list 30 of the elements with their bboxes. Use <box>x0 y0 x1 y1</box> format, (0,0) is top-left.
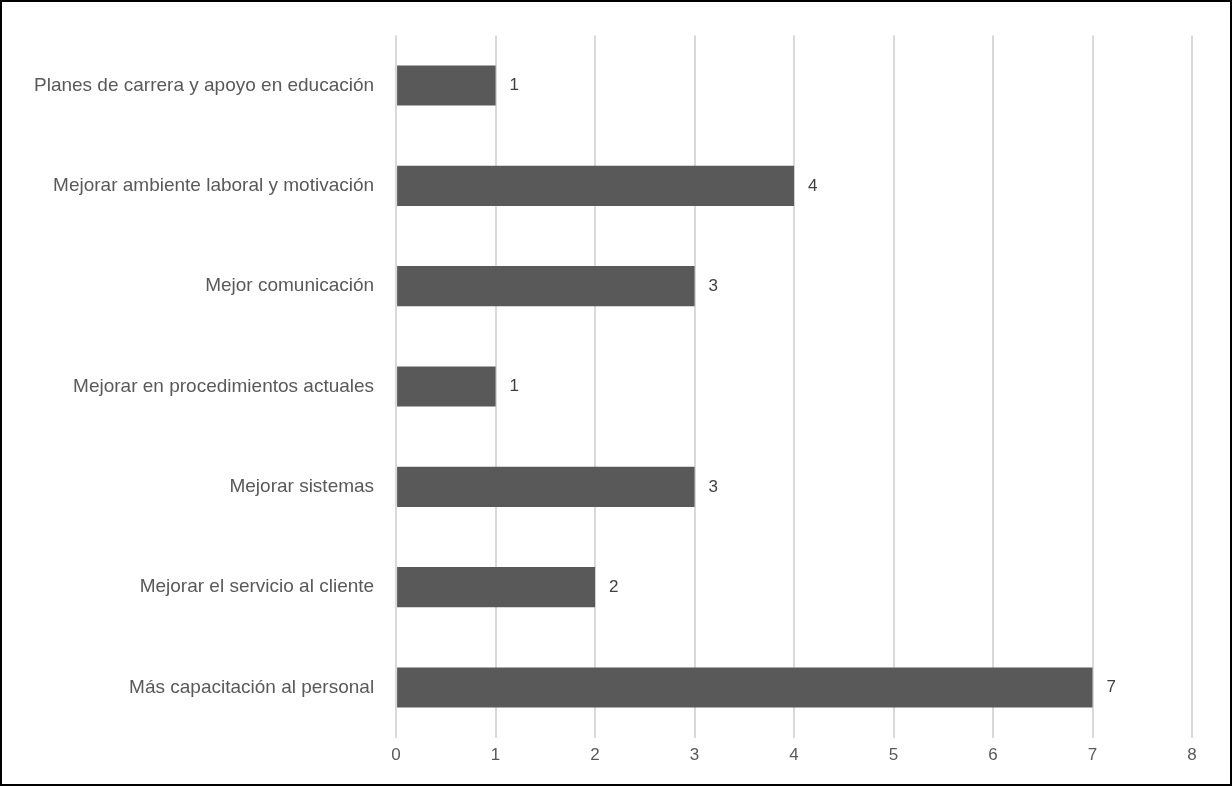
x-tick-label: 0 <box>391 745 401 765</box>
y-tick-label: Mejorar sistemas <box>229 475 375 497</box>
y-tick-label: Planes de carrera y apoyo en educación <box>34 73 375 95</box>
data-label: 1 <box>509 75 520 95</box>
bar <box>397 65 496 106</box>
data-label: 3 <box>708 275 719 295</box>
x-tick-label: 4 <box>789 745 799 765</box>
bar <box>397 266 695 307</box>
y-tick-label: Mejorar en procedimientos actuales <box>73 374 375 396</box>
y-tick-label: Más capacitación al personal <box>129 675 375 697</box>
data-label: 1 <box>509 376 520 396</box>
bar <box>397 567 596 608</box>
bar <box>397 466 695 507</box>
x-tick-label: 7 <box>1087 745 1098 765</box>
data-label: 7 <box>1106 677 1116 697</box>
x-tick-label: 8 <box>1187 745 1197 765</box>
x-tick-label: 1 <box>490 745 501 765</box>
y-tick-label: Mejorar ambiente laboral y motivación <box>53 174 375 196</box>
x-tick-label: 6 <box>988 745 998 765</box>
y-tick-label: Mejorar el servicio al cliente <box>139 575 375 597</box>
data-label: 4 <box>808 175 818 195</box>
y-tick-label: Mejor comunicación <box>205 274 375 296</box>
bar <box>397 366 496 407</box>
x-tick-label: 3 <box>689 745 700 765</box>
data-label: 2 <box>609 576 619 596</box>
bar <box>397 667 1093 708</box>
x-tick-label: 2 <box>590 745 600 765</box>
bar <box>397 165 795 206</box>
x-tick-label: 5 <box>888 745 899 765</box>
data-label: 3 <box>708 476 719 496</box>
